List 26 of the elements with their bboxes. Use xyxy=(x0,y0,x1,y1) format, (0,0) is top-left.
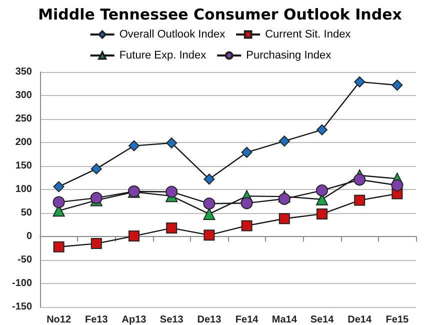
x-tick-label: Fe13 xyxy=(85,314,108,325)
legend-label: Current Sit. Index xyxy=(265,28,352,40)
x-tick-label: Se13 xyxy=(160,314,184,325)
x-tick-label: De13 xyxy=(197,314,222,325)
y-tick-label: -100 xyxy=(12,278,32,289)
y-tick-label: 50 xyxy=(20,208,32,218)
y-tick-label: 200 xyxy=(15,137,32,148)
x-tick-label: De14 xyxy=(348,314,372,325)
y-tick-label: 350 xyxy=(15,66,32,78)
y-tick-label: 150 xyxy=(15,160,32,172)
legend-label: Overall Outlook Index xyxy=(119,28,226,40)
x-tick-label: Fe14 xyxy=(235,314,259,325)
chart-title: Middle Tennessee Consumer Outlook Index xyxy=(38,6,402,24)
y-tick-label: 300 xyxy=(15,90,32,101)
y-tick-label: -150 xyxy=(12,302,32,312)
x-tick-label: Ap13 xyxy=(122,314,147,325)
y-tick-label: 250 xyxy=(15,114,32,124)
y-tick-label: -50 xyxy=(18,254,32,266)
legend-label: Purchasing Index xyxy=(246,50,332,62)
x-tick-label: Ma14 xyxy=(272,314,298,325)
x-tick-label: Se14 xyxy=(310,314,334,325)
x-tick-label: Fe15 xyxy=(386,314,410,325)
y-tick-label: 0 xyxy=(26,231,32,242)
legend-label: Future Exp. Index xyxy=(119,50,207,62)
y-tick-label: 100 xyxy=(15,184,32,195)
x-tick-label: No12 xyxy=(46,314,72,325)
